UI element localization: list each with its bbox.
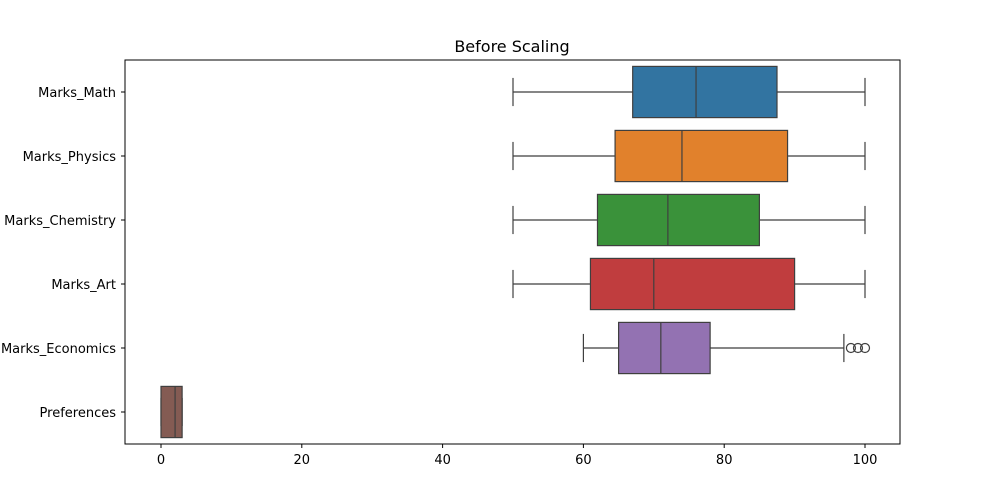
y-axis: Marks_Math Marks_Physics Marks_Chemistry Ma…: [1, 86, 125, 421]
box-marks-math: [512, 65, 866, 119]
y-tick-label: Preferences: [40, 406, 117, 421]
y-tick-label: Marks_Art: [51, 278, 116, 293]
box-preferences: [160, 385, 183, 439]
iqr-box: [160, 385, 183, 439]
y-tick-label: Marks_Math: [38, 86, 116, 101]
box-marks-physics: [512, 129, 866, 183]
outlier-point: [859, 342, 871, 354]
iqr-box: [596, 193, 760, 247]
iqr-box: [632, 65, 778, 119]
x-tick-label: 20: [294, 453, 311, 468]
box-marks-economics: [582, 321, 871, 375]
x-tick-label: 0: [157, 453, 165, 468]
iqr-box: [617, 321, 711, 375]
x-tick-label: 100: [853, 453, 878, 468]
iqr-box: [589, 257, 796, 311]
box-marks-art: [512, 257, 866, 311]
y-tick-label: Marks_Chemistry: [4, 214, 116, 229]
outlier-point: [845, 342, 857, 354]
y-tick-label: Marks_Physics: [23, 150, 117, 165]
x-tick-label: 60: [575, 453, 592, 468]
y-tick-label: Marks_Economics: [1, 342, 116, 357]
outlier-point: [852, 342, 864, 354]
x-tick-label: 80: [716, 453, 733, 468]
x-axis: 0 20 40 60 80 100: [157, 444, 878, 468]
plot-area: [160, 65, 871, 439]
x-tick-label: 40: [434, 453, 451, 468]
box-marks-chemistry: [512, 193, 866, 247]
iqr-box: [614, 129, 789, 183]
chart-title: Before Scaling: [454, 37, 569, 56]
axes-frame: [124, 59, 901, 445]
